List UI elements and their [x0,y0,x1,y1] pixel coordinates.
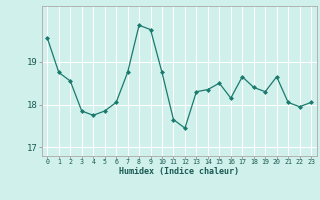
X-axis label: Humidex (Indice chaleur): Humidex (Indice chaleur) [119,167,239,176]
